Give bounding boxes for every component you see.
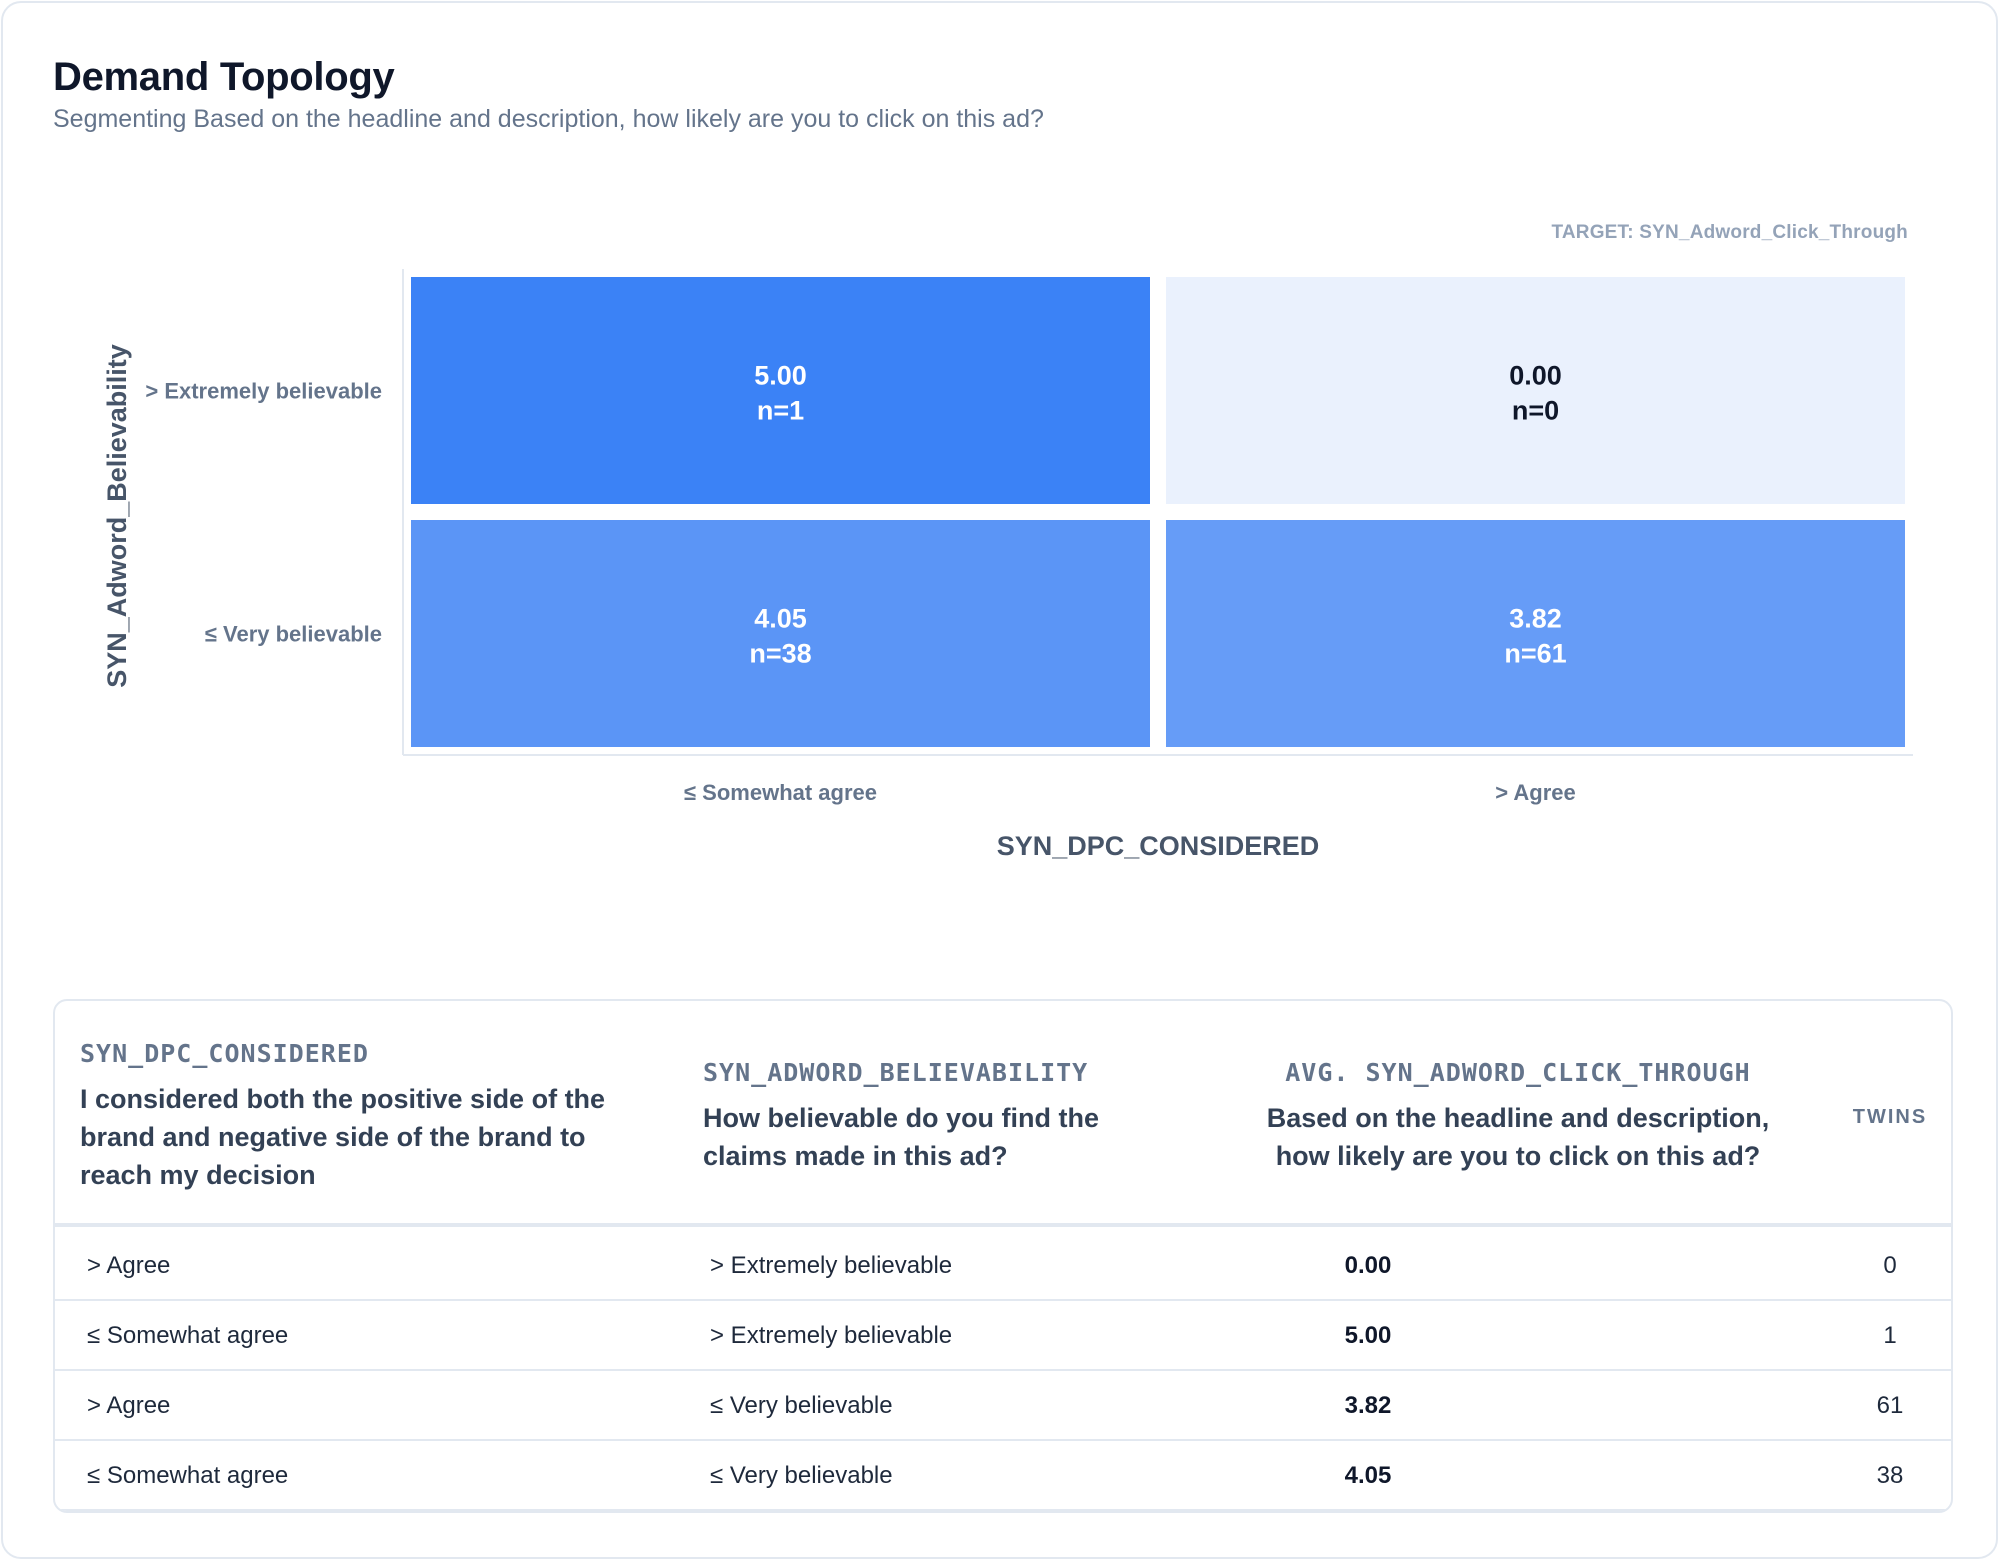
- avg-cell: 5.00: [1344, 1322, 1392, 1349]
- cell-count-label: n=0: [1512, 396, 1559, 426]
- page-subtitle: Segmenting Based on the headline and des…: [53, 105, 1044, 133]
- header-col-avg: AVG. SYN_ADWORD_CLICK_THROUGH Based on t…: [1248, 1058, 1788, 1175]
- table-row: > Agree ≤ Very believable 3.82 61: [55, 1371, 1951, 1441]
- believability-cell: ≤ Very believable: [710, 1392, 893, 1419]
- twins-cell: 38: [1876, 1462, 1904, 1489]
- twins-cell: 61: [1876, 1392, 1904, 1419]
- page-title: Demand Topology: [53, 55, 395, 99]
- header-question: How believable do you find the claims ma…: [703, 1103, 1100, 1171]
- header-code: AVG. SYN_ADWORD_CLICK_THROUGH: [1285, 1058, 1751, 1087]
- table-row: ≤ Somewhat agree > Extremely believable …: [55, 1301, 1951, 1371]
- avg-cell: 3.82: [1344, 1392, 1392, 1419]
- heatmap-cell: [411, 277, 1150, 504]
- cell-count-label: n=61: [1504, 639, 1566, 669]
- table-row: > Agree > Extremely believable 0.00 0: [55, 1231, 1951, 1301]
- twins-cell: 1: [1883, 1322, 1897, 1349]
- header-col-believability: SYN_ADWORD_BELIEVABILITY How believable …: [703, 1058, 1153, 1175]
- cell-value-label: 0.00: [1509, 361, 1562, 391]
- table-header: SYN_DPC_CONSIDERED I considered both the…: [55, 1001, 1951, 1227]
- cell-value-label: 5.00: [754, 361, 807, 391]
- x-tick-label: ≤ Somewhat agree: [684, 780, 877, 805]
- y-tick-label: > Extremely believable: [145, 379, 382, 404]
- heatmap-cell: [1166, 277, 1905, 504]
- cell-value-label: 4.05: [754, 604, 807, 634]
- cell-count-label: n=38: [749, 639, 811, 669]
- believability-cell: ≤ Very believable: [710, 1462, 893, 1489]
- x-tick-label: > Agree: [1495, 780, 1576, 805]
- table-row: ≤ Somewhat agree ≤ Very believable 4.05 …: [55, 1441, 1951, 1511]
- dpc-cell: ≤ Somewhat agree: [87, 1322, 289, 1349]
- header-col-dpc: SYN_DPC_CONSIDERED I considered both the…: [80, 1039, 640, 1194]
- dpc-cell: > Agree: [87, 1252, 171, 1279]
- believability-cell: > Extremely believable: [710, 1322, 953, 1349]
- twins-cell: 0: [1883, 1252, 1897, 1279]
- cell-count-label: n=1: [757, 396, 804, 426]
- cell-value-label: 3.82: [1509, 604, 1562, 634]
- dpc-cell: ≤ Somewhat agree: [87, 1462, 289, 1489]
- x-axis-title: SYN_DPC_CONSIDERED: [997, 831, 1320, 861]
- avg-cell: 0.00: [1344, 1252, 1392, 1279]
- header-question: I considered both the positive side of t…: [80, 1084, 606, 1190]
- heatmap-chart: 5.00 n=1 0.00 n=0 4.05 n=38 3.82 n=61 ≤ Somewhat…: [102, 269, 1913, 861]
- believability-cell: > Extremely believable: [710, 1252, 953, 1279]
- header-col-twins: TWINS: [1852, 1106, 1928, 1128]
- header-code: SYN_DPC_CONSIDERED: [80, 1039, 369, 1068]
- avg-cell: 4.05: [1344, 1462, 1392, 1489]
- heatmap-cell: [411, 520, 1150, 747]
- header-question: Based on the headline and description, h…: [1266, 1103, 1770, 1171]
- target-label: TARGET: SYN_Adword_Click_Through: [1551, 222, 1908, 243]
- segments-table: SYN_DPC_CONSIDERED I considered both the…: [53, 999, 1953, 1513]
- header-code: SYN_ADWORD_BELIEVABILITY: [703, 1058, 1089, 1087]
- y-tick-label: ≤ Very believable: [205, 622, 382, 647]
- heatmap-cell: [1166, 520, 1905, 747]
- y-axis-title: SYN_Adword_Believability: [102, 344, 132, 688]
- dpc-cell: > Agree: [87, 1392, 171, 1419]
